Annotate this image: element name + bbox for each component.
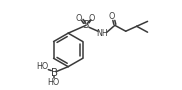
Text: NH: NH xyxy=(96,29,108,38)
Text: HO: HO xyxy=(47,78,59,87)
Text: B: B xyxy=(51,68,58,78)
Text: O: O xyxy=(89,14,95,23)
Text: O: O xyxy=(76,14,82,23)
Text: O: O xyxy=(109,12,115,21)
Text: HO: HO xyxy=(36,62,48,71)
Text: S: S xyxy=(83,20,89,30)
